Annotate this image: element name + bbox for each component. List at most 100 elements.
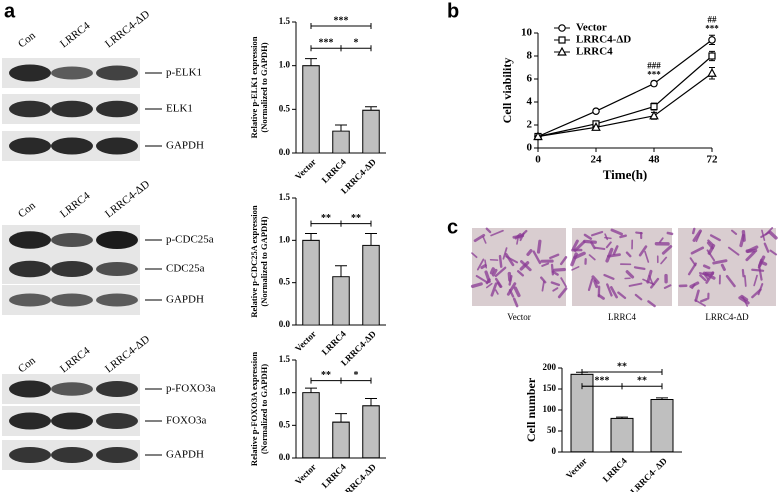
annotation: ### [647,60,661,70]
x-tick-label: LRRC4 [320,328,349,357]
blot-band [51,382,93,396]
blot-band [9,293,51,307]
error-bar [305,233,317,241]
marker [650,79,658,88]
y-tick-label: 0.5 [279,103,291,113]
y-tick-label: 0.5 [279,277,291,287]
lane-label: Con [16,29,38,50]
cell [727,246,740,256]
blot-band [96,100,138,118]
lane-label: LRRC4 [58,190,93,221]
significance-label: *** [319,38,334,49]
x-tick-label: Vector [564,456,589,481]
blot-band [51,66,93,80]
cell [494,277,503,288]
panel-label: b [447,0,459,22]
cell [604,233,609,241]
blot-row-label: ELK1 [166,103,193,115]
cell [512,297,519,308]
y-tick-label: 50 [547,425,557,435]
cell [471,252,478,259]
legend-label: LRRC4 [576,46,613,58]
blot-row-label: p-CDC25a [166,234,214,246]
blot-row-label: GAPDH [166,294,204,306]
blot-band [51,293,93,307]
y-axis-label: Cell number [524,377,538,442]
cell [551,270,559,276]
cell [707,244,716,255]
panel-label: a [4,0,16,22]
cell [702,264,711,270]
cell [634,293,643,301]
significance-bracket [340,45,372,52]
bar [332,276,350,326]
cell [635,231,643,235]
cell [609,286,618,299]
cell [763,242,770,253]
cell [709,234,721,242]
cell [559,256,568,266]
blot-band [96,262,138,276]
marker [558,24,566,32]
cell [480,263,487,270]
x-tick-label: 0 [535,154,541,166]
lane-label: LRRC4 [58,345,93,376]
cell [591,275,600,285]
cell [705,271,715,284]
cell [504,253,515,267]
x-tick-label: Vector [293,462,318,487]
annotation: *** [705,23,719,33]
micrograph-label: LRRC4 [608,312,637,322]
blot-band [9,137,51,155]
significance-label: * [354,38,359,49]
x-tick-label: LRRC4 [320,156,349,185]
cell [758,266,763,281]
significance-label: ** [617,361,627,372]
cell [513,286,521,298]
error-bar [365,398,377,406]
cell [689,257,697,267]
annotation: ## [708,14,718,24]
cell [751,268,765,272]
y-axis-label: (Normalized to GAPDH) [259,364,269,454]
y-tick-label: 0 [552,446,557,456]
cell [690,246,705,255]
cell [491,268,498,277]
blot-band [9,231,51,249]
blot-band [96,137,138,155]
cell [571,239,579,251]
cell [489,267,495,275]
cell [712,259,728,265]
cell [550,281,561,287]
significance-label: ** [351,213,361,224]
bar [362,244,380,326]
x-tick-label: LRRC4- ΔD [628,455,669,492]
series-line [537,39,713,138]
cell [502,247,508,260]
cell [769,249,778,256]
marker [557,46,567,56]
y-axis-label: Cell viability [500,58,514,124]
cell [508,288,515,298]
y-axis-label: Relative p-CDC25A expression [249,205,259,317]
cell [661,245,673,255]
bar [362,405,380,459]
lane-label: LRRC4 [58,20,93,51]
cell [745,250,756,262]
cell [494,289,499,295]
x-tick-label: Vector [293,329,318,354]
blot-row-label: FOXO3a [166,415,206,427]
cell [610,228,623,236]
blot-band [9,412,51,430]
bar [362,109,380,154]
cell [506,282,517,296]
blot-band [51,412,93,430]
x-tick-label: 72 [707,154,719,166]
blot-row-label: CDC25a [166,263,205,275]
cell [549,253,560,260]
cell [700,298,708,303]
cell [520,260,532,272]
bar [302,392,320,459]
blot-row-label: GAPDH [166,140,204,152]
y-tick-label: 150 [543,383,557,393]
